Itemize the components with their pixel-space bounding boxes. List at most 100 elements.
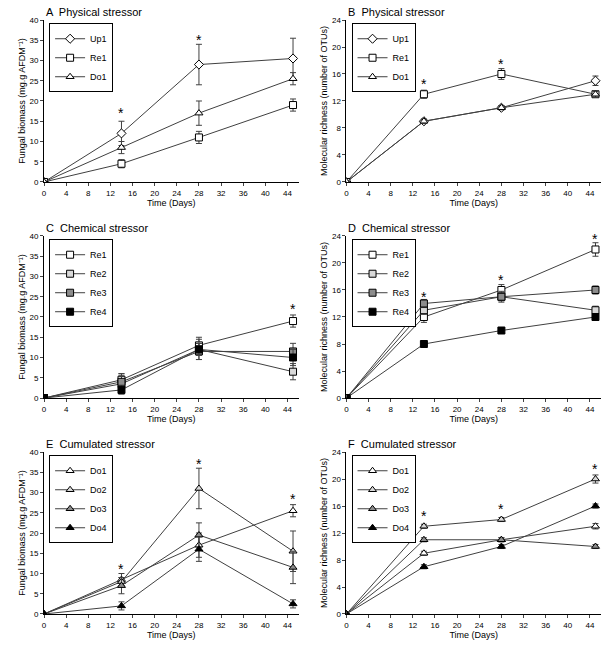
svg-text:4: 4 (336, 583, 341, 592)
svg-text:40: 40 (563, 621, 572, 630)
svg-text:16: 16 (128, 405, 137, 414)
svg-text:35: 35 (29, 252, 38, 261)
svg-text:24: 24 (172, 621, 181, 630)
svg-text:24: 24 (475, 621, 484, 630)
svg-text:Molecular richness (number of: Molecular richness (number of OTUs) (319, 458, 329, 608)
svg-text:Re1: Re1 (393, 250, 410, 260)
svg-text:Re1: Re1 (90, 250, 107, 260)
svg-text:Re4: Re4 (393, 307, 410, 317)
svg-text:Re1: Re1 (90, 53, 107, 63)
svg-text:12: 12 (332, 529, 341, 538)
svg-text:44: 44 (585, 405, 594, 414)
svg-text:4: 4 (64, 405, 69, 414)
svg-text:20: 20 (453, 189, 462, 198)
svg-text:20: 20 (29, 313, 38, 322)
svg-text:Do2: Do2 (393, 485, 410, 495)
svg-text:8: 8 (336, 124, 341, 133)
svg-text:24: 24 (332, 16, 341, 25)
svg-text:20: 20 (453, 405, 462, 414)
svg-text:30: 30 (29, 56, 38, 65)
svg-text:4: 4 (366, 621, 371, 630)
svg-text:Do4: Do4 (90, 523, 107, 533)
svg-text:28: 28 (497, 405, 506, 414)
svg-text:Time (Days): Time (Days) (147, 414, 196, 424)
svg-text:0: 0 (344, 621, 349, 630)
svg-text:40: 40 (29, 16, 38, 25)
svg-text:10: 10 (29, 353, 38, 362)
svg-text:Time (Days): Time (Days) (449, 198, 498, 208)
svg-text:*: * (498, 56, 504, 72)
svg-text:0: 0 (42, 189, 47, 198)
svg-text:0: 0 (42, 405, 47, 414)
svg-text:E Cumulated stressor: E Cumulated stressor (46, 438, 155, 450)
svg-text:32: 32 (519, 189, 528, 198)
svg-text:40: 40 (261, 189, 270, 198)
svg-text:12: 12 (106, 405, 115, 414)
svg-text:36: 36 (541, 189, 550, 198)
svg-text:20: 20 (29, 97, 38, 106)
svg-text:24: 24 (172, 189, 181, 198)
svg-text:B Physical stressor: B Physical stressor (348, 6, 445, 18)
svg-text:28: 28 (194, 621, 203, 630)
svg-text:25: 25 (29, 509, 38, 518)
svg-text:Do1: Do1 (393, 72, 410, 82)
svg-text:C Chemical stressor: C Chemical stressor (46, 222, 148, 234)
svg-text:4: 4 (366, 405, 371, 414)
svg-text:*: * (290, 491, 296, 507)
svg-text:40: 40 (29, 448, 38, 457)
svg-text:32: 32 (217, 405, 226, 414)
svg-text:44: 44 (283, 621, 292, 630)
svg-text:Molecular richness (number of: Molecular richness (number of OTUs) (319, 26, 329, 176)
svg-text:Do1: Do1 (393, 466, 410, 476)
svg-text:Re4: Re4 (90, 307, 107, 317)
svg-text:16: 16 (332, 502, 341, 511)
svg-text:Do3: Do3 (90, 504, 107, 514)
svg-text:0: 0 (336, 610, 341, 619)
svg-text:Fungal biomass (mg.g AFDM⁻¹): Fungal biomass (mg.g AFDM⁻¹) (17, 38, 27, 164)
svg-text:40: 40 (563, 405, 572, 414)
svg-text:12: 12 (408, 405, 417, 414)
svg-text:*: * (290, 301, 296, 317)
svg-text:20: 20 (150, 189, 159, 198)
svg-text:Re2: Re2 (90, 269, 107, 279)
svg-text:*: * (118, 105, 124, 121)
svg-text:0: 0 (34, 610, 39, 619)
svg-text:16: 16 (128, 621, 137, 630)
svg-text:5: 5 (34, 590, 39, 599)
svg-text:12: 12 (408, 621, 417, 630)
svg-text:25: 25 (29, 77, 38, 86)
svg-text:*: * (421, 508, 427, 524)
svg-text:*: * (421, 76, 427, 92)
svg-text:15: 15 (29, 117, 38, 126)
svg-text:Fungal biomass (mg.g AFDM⁻¹): Fungal biomass (mg.g AFDM⁻¹) (17, 470, 27, 596)
svg-text:28: 28 (194, 405, 203, 414)
svg-text:28: 28 (497, 621, 506, 630)
svg-text:40: 40 (29, 232, 38, 241)
svg-text:16: 16 (128, 189, 137, 198)
svg-text:8: 8 (86, 189, 91, 198)
svg-text:Time (Days): Time (Days) (147, 630, 196, 640)
svg-text:40: 40 (261, 621, 270, 630)
svg-text:F Cumulated stressor: F Cumulated stressor (348, 438, 457, 450)
svg-text:*: * (498, 501, 504, 517)
svg-text:0: 0 (344, 405, 349, 414)
svg-text:8: 8 (388, 405, 393, 414)
svg-text:44: 44 (585, 621, 594, 630)
svg-text:4: 4 (64, 621, 69, 630)
svg-text:*: * (421, 289, 427, 305)
svg-text:20: 20 (332, 43, 341, 52)
svg-text:28: 28 (497, 189, 506, 198)
svg-text:5: 5 (34, 158, 39, 167)
svg-text:0: 0 (336, 178, 341, 187)
svg-text:Time (Days): Time (Days) (147, 198, 196, 208)
svg-text:8: 8 (86, 621, 91, 630)
svg-text:12: 12 (408, 189, 417, 198)
svg-text:15: 15 (29, 333, 38, 342)
svg-text:4: 4 (64, 189, 69, 198)
svg-text:15: 15 (29, 549, 38, 558)
svg-text:4: 4 (336, 151, 341, 160)
svg-text:*: * (196, 32, 202, 48)
svg-text:12: 12 (332, 313, 341, 322)
svg-text:Re3: Re3 (90, 288, 107, 298)
svg-text:12: 12 (106, 621, 115, 630)
